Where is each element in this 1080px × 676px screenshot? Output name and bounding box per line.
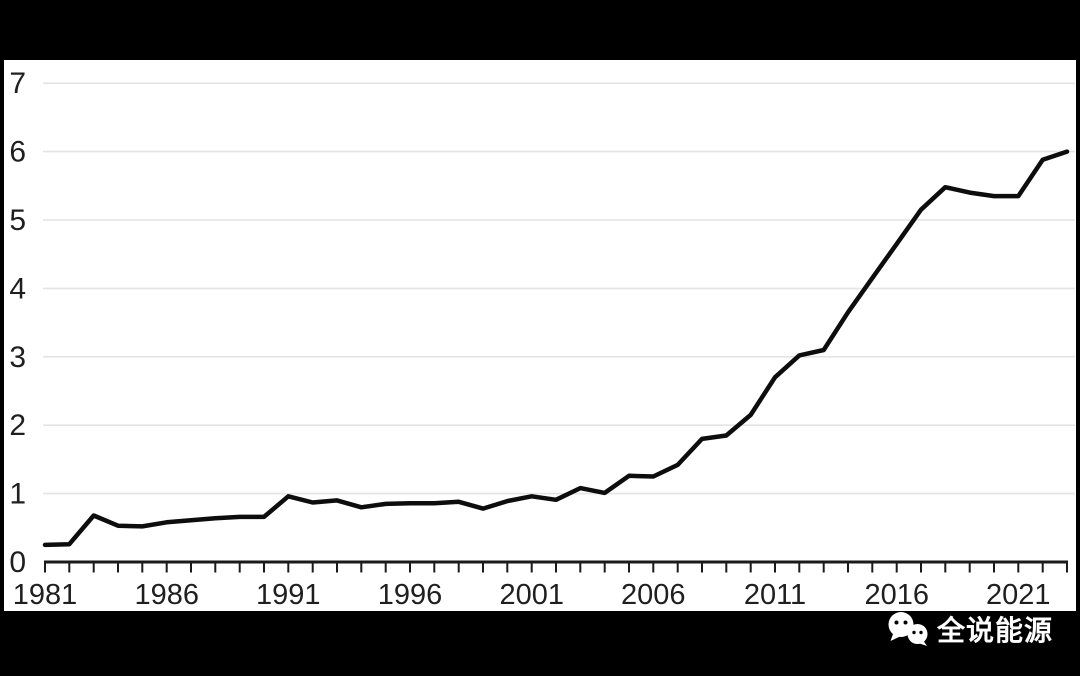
y-tick-label: 0 [9,546,26,579]
y-tick-label: 2 [9,409,26,442]
x-tick-label: 2011 [744,579,806,611]
data-line [42,149,1070,548]
x-tick-label: 1986 [134,579,199,611]
line-chart: 0 1 2 3 4 5 6 7 1981 1986 1991 1996 2001 2006 2011 2016… [4,60,1076,611]
x-tick-label: 2016 [864,579,929,611]
x-tick-label: 1991 [256,579,321,611]
x-tick-label: 2006 [621,579,686,611]
y-tick-label: 1 [9,478,26,511]
y-tick-label: 3 [9,341,26,374]
y-tick-label: 7 [9,67,26,100]
y-tick-label: 4 [9,272,26,305]
watermark-text: 全说能源 [937,615,1054,646]
watermark: 全说能源 [886,611,1053,647]
x-tick-label: 2001 [499,579,564,611]
wechat-icon [888,612,928,646]
x-tick-label: 1981 [13,579,78,611]
y-tick-label: 6 [9,136,26,169]
x-tick-label: 2021 [986,579,1051,611]
x-tick-label: 1996 [378,579,443,611]
chart-canvas: 0 1 2 3 4 5 6 7 1981 1986 1991 1996 2001 2006 2011 2016… [9,67,1075,611]
y-tick-label: 5 [9,204,26,237]
